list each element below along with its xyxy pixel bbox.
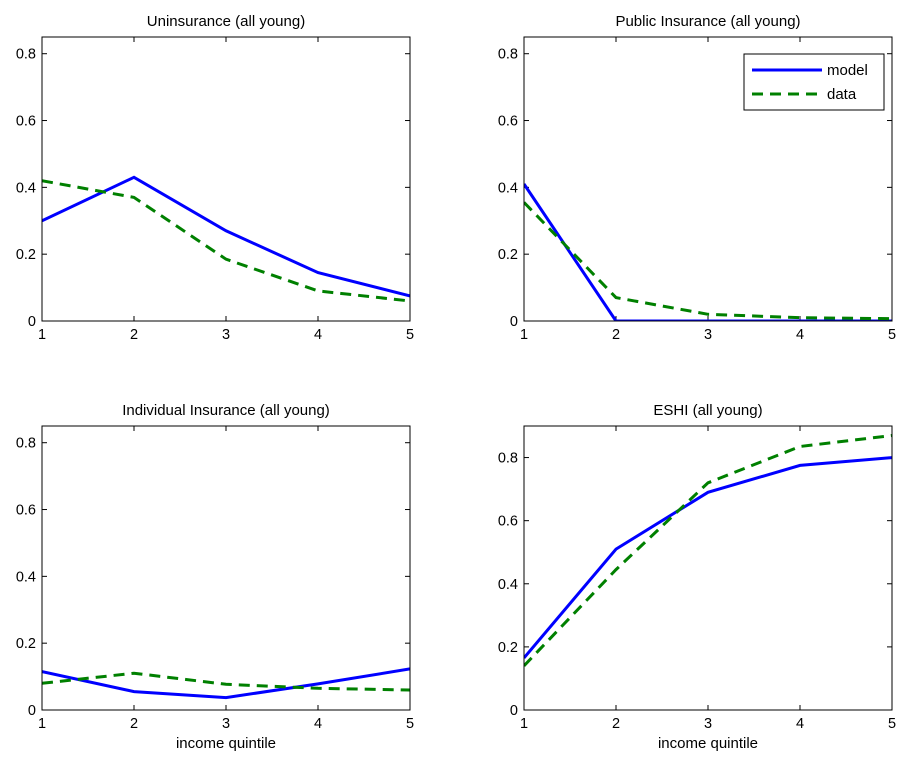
x-tick-label: 2 [130, 327, 138, 343]
y-tick-label: 0.2 [498, 640, 518, 656]
x-tick-label: 3 [222, 327, 230, 343]
x-tick-label: 5 [406, 716, 414, 732]
panel-1: Uninsurance (all young) 0 0.2 0.4 0.6 0.8 1 2 3 4… [16, 13, 414, 343]
x-tick-label: 4 [314, 327, 322, 343]
axes-frame [523, 36, 893, 322]
x-tick-label: 5 [888, 716, 896, 732]
x-tick-label: 4 [796, 716, 804, 732]
x-tick-label: 3 [704, 327, 712, 343]
x-axis-label: income quintile [176, 735, 276, 752]
y-tick-label: 0.4 [16, 180, 36, 196]
y-tick-label: 0 [510, 314, 518, 330]
series-line-data [524, 201, 892, 321]
series-line-model [524, 183, 892, 321]
series-line-data [42, 671, 410, 692]
x-tick-label: 4 [314, 716, 322, 732]
panel-4: ESHI (all young) 0 0.2 0.4 0.6 0.8 1 2 3 4 5 income… [498, 402, 896, 752]
x-tick-label: 4 [796, 327, 804, 343]
y-tick-label: 0.6 [498, 514, 518, 530]
x-tick-label: 2 [130, 716, 138, 732]
x-tick-label: 1 [38, 327, 46, 343]
series-line-data [524, 434, 892, 667]
series-line-model [524, 456, 892, 659]
series-line-model [42, 667, 410, 700]
y-tick-label: 0.8 [498, 47, 518, 63]
x-tick-label: 5 [406, 327, 414, 343]
axes-frame [41, 36, 411, 322]
axes-frame [523, 425, 893, 711]
y-tick-label: 0.2 [16, 247, 36, 263]
panel-3: Individual Insurance (all young) 0 0.2 0.4 0… [16, 402, 414, 752]
y-tick-label: 0.4 [498, 577, 518, 593]
x-tick-label: 3 [222, 716, 230, 732]
x-axis-label: income quintile [658, 735, 758, 752]
y-tick-label: 0.4 [16, 569, 36, 585]
panel-title: ESHI (all young) [653, 402, 762, 419]
y-tick-label: 0.8 [498, 451, 518, 467]
y-tick-label: 0.6 [498, 114, 518, 130]
y-tick-label: 0.6 [16, 114, 36, 130]
panel-title: Uninsurance (all young) [147, 13, 305, 30]
x-tick-label: 1 [520, 716, 528, 732]
x-tick-label: 3 [704, 716, 712, 732]
y-tick-label: 0.8 [16, 436, 36, 452]
x-tick-label: 2 [612, 327, 620, 343]
y-tick-label: 0 [28, 314, 36, 330]
x-tick-label: 2 [612, 716, 620, 732]
series-line-model [42, 175, 410, 298]
x-tick-label: 5 [888, 327, 896, 343]
x-tick-label: 1 [520, 327, 528, 343]
panel-title: Public Insurance (all young) [615, 13, 800, 30]
panel-2: Public Insurance (all young) 0 0.2 0.4 0.6 0.… [498, 13, 896, 343]
legend-label-model: model [827, 62, 868, 79]
y-tick-label: 0.2 [16, 636, 36, 652]
y-tick-label: 0 [510, 703, 518, 719]
y-tick-label: 0.2 [498, 247, 518, 263]
panel-title: Individual Insurance (all young) [122, 402, 330, 419]
legend-box [743, 53, 885, 111]
legend-label-data: data [827, 86, 857, 103]
series-line-data [42, 179, 410, 303]
y-tick-label: 0.4 [498, 180, 518, 196]
axes-frame [41, 425, 411, 711]
x-tick-label: 1 [38, 716, 46, 732]
y-tick-label: 0.6 [16, 503, 36, 519]
legend: model data [743, 53, 885, 111]
y-tick-label: 0.8 [16, 47, 36, 63]
y-tick-label: 0 [28, 703, 36, 719]
